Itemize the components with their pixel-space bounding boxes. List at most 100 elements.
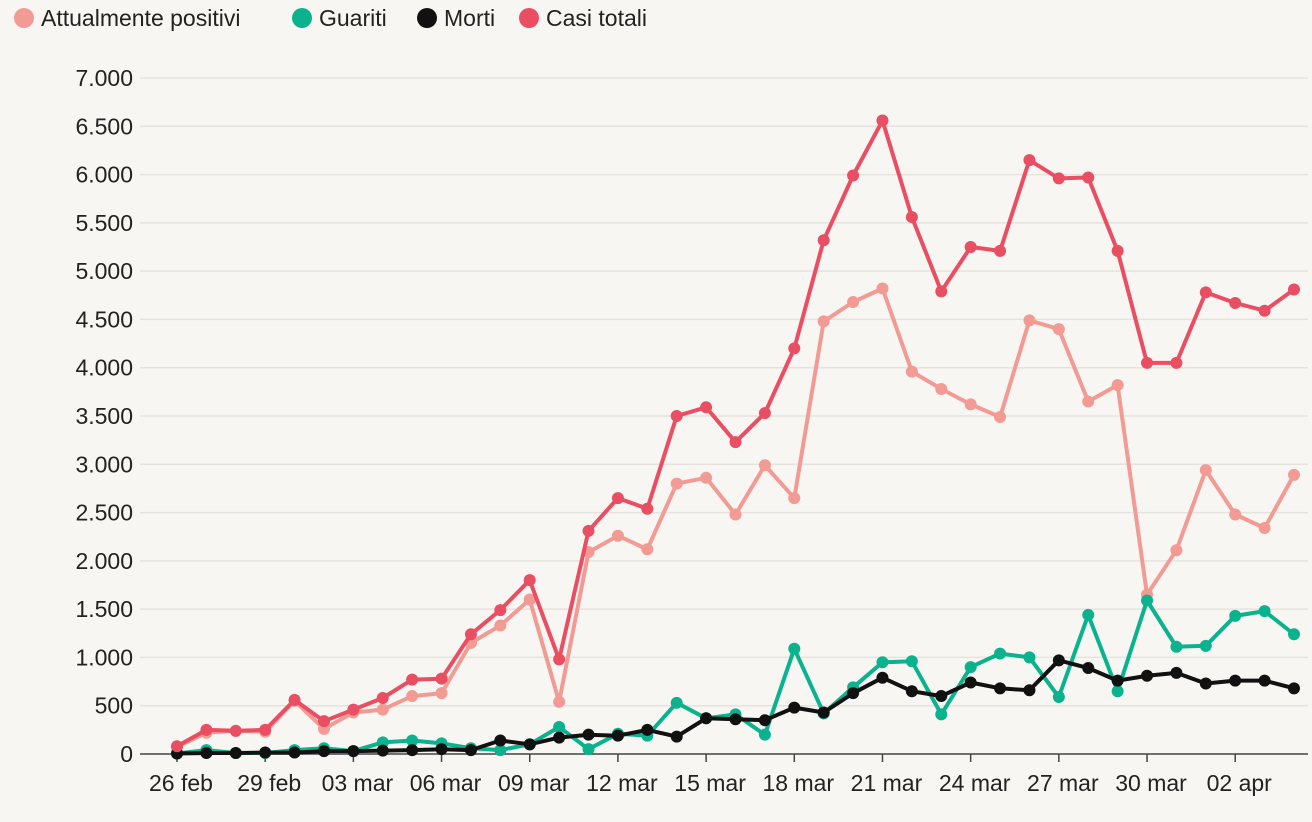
- series-2-point-18[interactable]: [670, 696, 683, 709]
- series-2-point-31[interactable]: [1052, 691, 1065, 704]
- series-3-point-33[interactable]: [1111, 674, 1124, 687]
- series-1-point-31[interactable]: [1052, 323, 1065, 336]
- series-1-point-33[interactable]: [1111, 379, 1124, 392]
- series-2-point-28[interactable]: [964, 661, 977, 674]
- series-3-point-30[interactable]: [1023, 684, 1036, 697]
- series-3-point-7[interactable]: [347, 745, 360, 758]
- series-4-point-5[interactable]: [288, 693, 301, 706]
- series-3-point-31[interactable]: [1052, 654, 1065, 667]
- series-1-point-21[interactable]: [758, 459, 771, 472]
- series-3-point-4[interactable]: [259, 746, 272, 759]
- series-3-point-9[interactable]: [406, 744, 419, 757]
- series-2-point-38[interactable]: [1258, 605, 1271, 618]
- series-3-point-17[interactable]: [641, 723, 654, 736]
- series-4-point-13[interactable]: [523, 574, 536, 587]
- legend-item-3[interactable]: Morti: [417, 5, 495, 31]
- series-4-point-7[interactable]: [347, 703, 360, 716]
- series-1-point-35[interactable]: [1170, 544, 1183, 557]
- series-4-point-12[interactable]: [494, 604, 507, 617]
- legend-item-1[interactable]: Attualmente positivi: [14, 5, 240, 31]
- series-4-point-17[interactable]: [641, 502, 654, 515]
- series-2-point-27[interactable]: [935, 708, 948, 721]
- series-1-point-10[interactable]: [435, 687, 448, 700]
- series-1-point-12[interactable]: [494, 619, 507, 632]
- series-4-point-19[interactable]: [700, 401, 713, 414]
- series-3-point-23[interactable]: [817, 706, 830, 719]
- series-4-point-38[interactable]: [1258, 304, 1271, 317]
- series-2-point-32[interactable]: [1082, 608, 1095, 621]
- series-2-point-22[interactable]: [788, 642, 801, 655]
- series-4-point-9[interactable]: [406, 673, 419, 686]
- series-4-point-3[interactable]: [229, 724, 242, 737]
- series-4-point-37[interactable]: [1229, 297, 1242, 310]
- series-2-point-36[interactable]: [1199, 639, 1212, 652]
- series-1-point-19[interactable]: [700, 471, 713, 484]
- series-3-point-20[interactable]: [729, 713, 742, 726]
- series-2-point-14[interactable]: [553, 720, 566, 733]
- series-4-point-15[interactable]: [582, 524, 595, 537]
- series-4-point-11[interactable]: [464, 628, 477, 641]
- series-1-point-30[interactable]: [1023, 314, 1036, 327]
- series-3-point-8[interactable]: [376, 744, 389, 757]
- series-4-point-29[interactable]: [994, 244, 1007, 257]
- series-3-point-25[interactable]: [876, 671, 889, 684]
- series-1-point-24[interactable]: [847, 296, 860, 309]
- series-1-point-26[interactable]: [905, 365, 918, 378]
- series-2-point-30[interactable]: [1023, 651, 1036, 664]
- series-4-point-18[interactable]: [670, 410, 683, 422]
- series-3-point-32[interactable]: [1082, 662, 1095, 675]
- series-3-point-2[interactable]: [200, 747, 213, 760]
- series-3-point-21[interactable]: [758, 714, 771, 727]
- series-2-point-15[interactable]: [582, 743, 595, 756]
- series-4-point-20[interactable]: [729, 436, 742, 449]
- series-3-point-37[interactable]: [1229, 674, 1242, 687]
- series-2-point-33[interactable]: [1111, 685, 1124, 698]
- series-2-point-25[interactable]: [876, 656, 889, 669]
- series-1-point-18[interactable]: [670, 477, 683, 490]
- series-1-point-17[interactable]: [641, 543, 654, 556]
- series-2-point-35[interactable]: [1170, 640, 1183, 653]
- series-3-point-24[interactable]: [847, 687, 860, 700]
- legend-item-4[interactable]: Casi totali: [519, 5, 647, 31]
- series-4-point-34[interactable]: [1141, 356, 1154, 369]
- series-2-point-12[interactable]: [494, 744, 507, 757]
- series-3-point-10[interactable]: [435, 743, 448, 756]
- series-1-point-20[interactable]: [729, 508, 742, 521]
- series-3-point-36[interactable]: [1199, 677, 1212, 690]
- series-1-point-36[interactable]: [1199, 464, 1212, 477]
- series-4-point-24[interactable]: [847, 169, 860, 182]
- series-3-point-34[interactable]: [1141, 669, 1154, 682]
- series-4-point-22[interactable]: [788, 342, 801, 355]
- series-4-point-31[interactable]: [1052, 172, 1065, 185]
- series-3-point-26[interactable]: [905, 685, 918, 698]
- series-3-point-19[interactable]: [700, 712, 713, 725]
- series-4-point-33[interactable]: [1111, 244, 1124, 257]
- series-4-point-35[interactable]: [1170, 356, 1183, 369]
- series-3-point-11[interactable]: [464, 744, 477, 757]
- series-3-point-18[interactable]: [670, 730, 683, 743]
- series-4-point-1[interactable]: [171, 740, 183, 753]
- legend-item-2[interactable]: Guariti: [292, 5, 387, 31]
- series-4-point-6[interactable]: [317, 715, 330, 728]
- series-1-point-39[interactable]: [1288, 468, 1300, 481]
- series-3-point-16[interactable]: [611, 729, 624, 742]
- series-3-point-15[interactable]: [582, 728, 595, 741]
- series-3-point-29[interactable]: [994, 682, 1007, 695]
- series-2-point-21[interactable]: [758, 728, 771, 741]
- series-3-point-6[interactable]: [317, 745, 330, 758]
- series-3-point-12[interactable]: [494, 734, 507, 747]
- series-1-point-32[interactable]: [1082, 395, 1095, 408]
- series-1-point-14[interactable]: [553, 695, 566, 708]
- series-4-point-25[interactable]: [876, 114, 889, 127]
- series-4-point-39[interactable]: [1288, 283, 1300, 296]
- series-3-point-13[interactable]: [523, 738, 536, 751]
- series-4-point-8[interactable]: [376, 691, 389, 704]
- series-1-point-9[interactable]: [406, 690, 419, 703]
- series-3-point-14[interactable]: [553, 731, 566, 744]
- series-4-point-16[interactable]: [611, 492, 624, 505]
- series-1-point-37[interactable]: [1229, 508, 1242, 521]
- series-4-point-26[interactable]: [905, 211, 918, 224]
- series-1-point-16[interactable]: [611, 529, 624, 542]
- series-2-point-39[interactable]: [1288, 628, 1300, 641]
- series-3-point-22[interactable]: [788, 701, 801, 714]
